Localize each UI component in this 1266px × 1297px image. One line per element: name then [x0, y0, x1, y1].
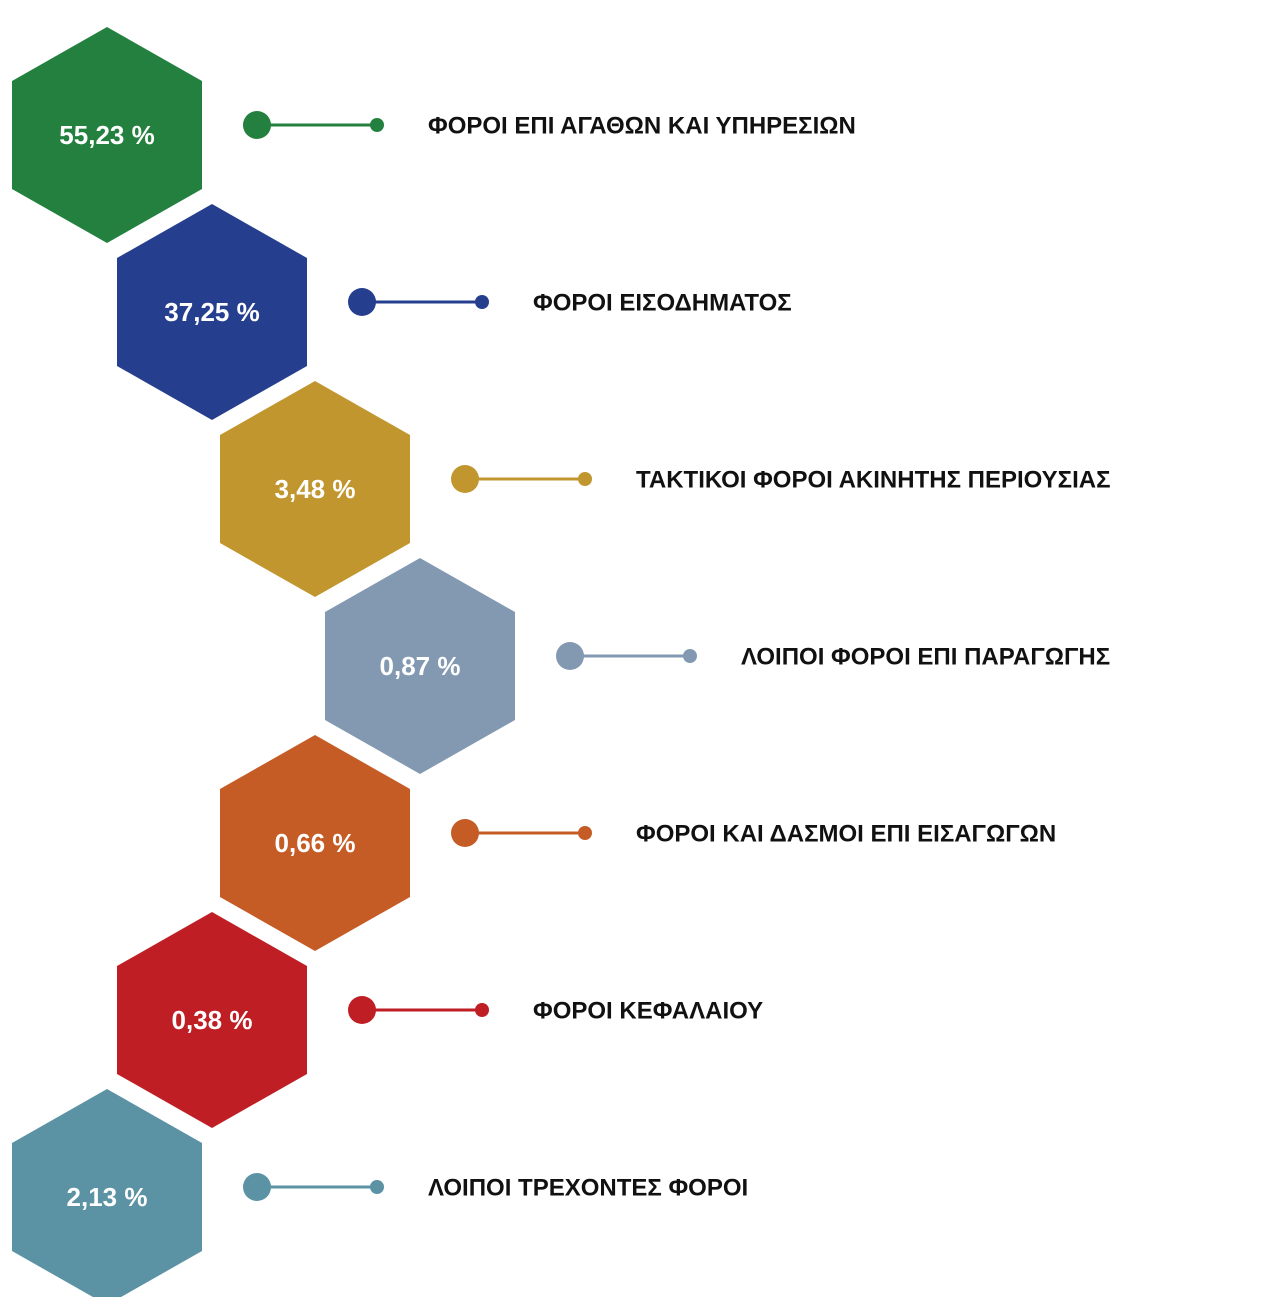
- percent-label: 0,66 %: [275, 828, 356, 858]
- hexagon: [325, 558, 515, 774]
- hexagon: [12, 27, 202, 243]
- connector-dot-large: [243, 111, 271, 139]
- connector-dot-small: [578, 826, 592, 840]
- connector-dot-large: [348, 288, 376, 316]
- percent-label: 0,38 %: [172, 1005, 253, 1035]
- connector-dot-small: [683, 649, 697, 663]
- percent-label: 0,87 %: [380, 651, 461, 681]
- category-label: ΦΟΡΟΙ ΚΑΙ ΔΑΣΜΟΙ ΕΠΙ ΕΙΣΑΓΩΓΩΝ: [636, 820, 1056, 847]
- category-label: ΛΟΙΠΟΙ ΦΟΡΟΙ ΕΠΙ ΠΑΡΑΓΩΓΗΣ: [741, 643, 1110, 670]
- category-label: ΤΑΚΤΙΚΟΙ ΦΟΡΟΙ ΑΚΙΝΗΤΗΣ ΠΕΡΙΟΥΣΙΑΣ: [636, 466, 1110, 493]
- hexagon: [220, 381, 410, 597]
- connector-dot-large: [348, 996, 376, 1024]
- connector-dot-small: [475, 1003, 489, 1017]
- percent-label: 55,23 %: [59, 120, 154, 150]
- connector-dot-small: [370, 1180, 384, 1194]
- category-label: ΛΟΙΠΟΙ ΤΡΕΧΟΝΤΕΣ ΦΟΡΟΙ: [428, 1174, 748, 1201]
- connector-dot-small: [370, 118, 384, 132]
- percent-label: 2,13 %: [67, 1182, 148, 1212]
- hexagon: [117, 912, 307, 1128]
- connector-dot-small: [475, 295, 489, 309]
- hexagon: [220, 735, 410, 951]
- hexagon: [12, 1089, 202, 1297]
- connector-dot-large: [451, 819, 479, 847]
- hexagon: [117, 204, 307, 420]
- connector-dot-large: [451, 465, 479, 493]
- connector-dot-large: [556, 642, 584, 670]
- category-label: ΦΟΡΟΙ ΕΙΣΟΔΗΜΑΤΟΣ: [533, 289, 792, 316]
- category-label: ΦΟΡΟΙ ΚΕΦΑΛΑΙΟΥ: [533, 997, 763, 1024]
- percent-label: 37,25 %: [164, 297, 259, 327]
- connector-dot-large: [243, 1173, 271, 1201]
- connector-dot-small: [578, 472, 592, 486]
- percent-label: 3,48 %: [275, 474, 356, 504]
- category-label: ΦΟΡΟΙ ΕΠΙ ΑΓΑΘΩΝ ΚΑΙ ΥΠΗΡΕΣΙΩΝ: [428, 112, 856, 139]
